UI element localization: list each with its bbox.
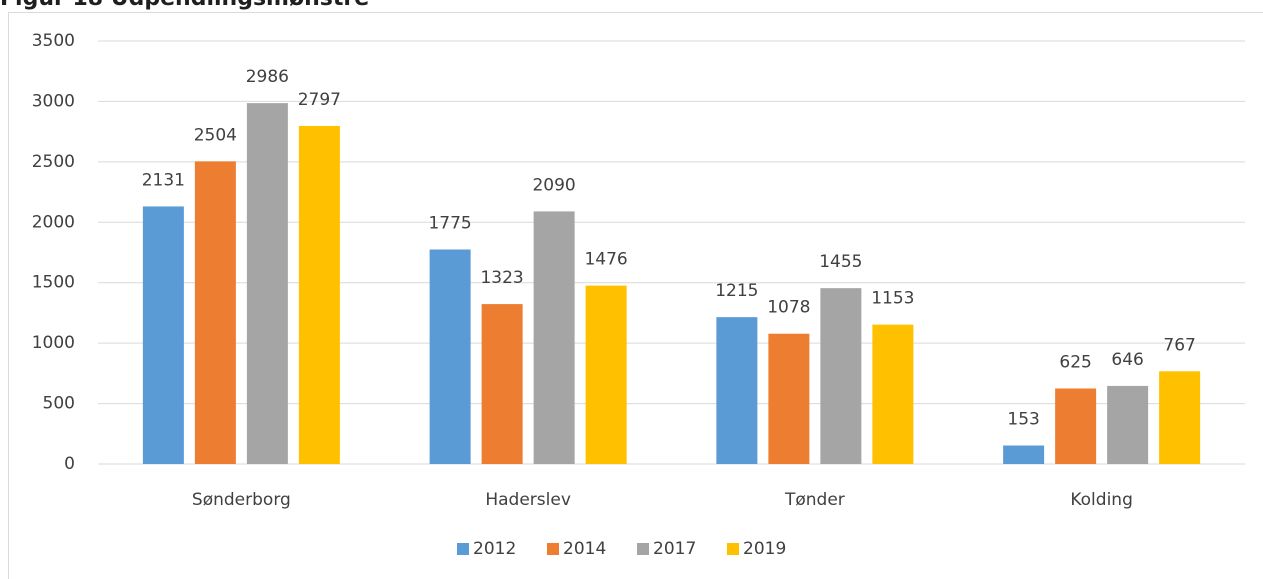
bar [585,285,627,464]
bar [768,333,810,464]
legend-swatch [637,543,649,555]
y-tick-label: 2000 [32,212,75,232]
data-label: 1775 [428,213,471,233]
data-label: 1476 [584,250,627,270]
data-label: 2090 [532,175,575,195]
bar [481,304,523,464]
x-tick-label: Sønderborg [192,490,291,510]
data-label: 767 [1163,335,1195,355]
legend-swatch [457,543,469,555]
y-tick-label: 3500 [32,31,75,51]
data-label: 153 [1007,410,1039,430]
bar [429,249,471,464]
legend-swatch [547,543,559,555]
y-tick-label: 3000 [32,91,75,111]
legend-label: 2014 [563,539,606,559]
legend-label: 2012 [473,539,516,559]
legend-label: 2017 [653,539,696,559]
y-tick-label: 0 [64,454,75,474]
y-tick-label: 1500 [32,273,75,293]
bar [716,317,758,464]
y-tick-label: 2500 [32,152,75,172]
bar [1159,371,1201,464]
data-label: 1153 [871,289,914,309]
data-label: 625 [1059,352,1091,372]
x-tick-label: Haderslev [485,490,571,510]
bar [1107,385,1149,464]
bar [872,324,914,464]
bar [194,161,236,464]
bar [1055,388,1097,464]
bar [533,211,575,464]
data-label: 1078 [767,298,810,318]
bar [246,103,288,464]
data-label: 2504 [194,125,237,145]
data-label: 2131 [142,170,185,190]
legend-label: 2019 [743,539,786,559]
x-tick-label: Kolding [1070,490,1133,510]
bar [142,206,184,464]
data-label: 2986 [246,67,289,87]
x-tick-label: Tønder [784,490,845,510]
data-label: 1323 [480,268,523,288]
legend-swatch [727,543,739,555]
bar [298,125,340,464]
y-tick-label: 1000 [32,333,75,353]
bar [820,288,862,464]
chart-title: Figur 18 Udpendlingsmønstre [0,0,369,11]
data-label: 646 [1111,350,1143,370]
y-tick-label: 500 [43,394,75,414]
data-label: 1455 [819,252,862,272]
data-label: 2797 [298,90,341,110]
data-label: 1215 [715,281,758,301]
bar [1003,445,1045,464]
